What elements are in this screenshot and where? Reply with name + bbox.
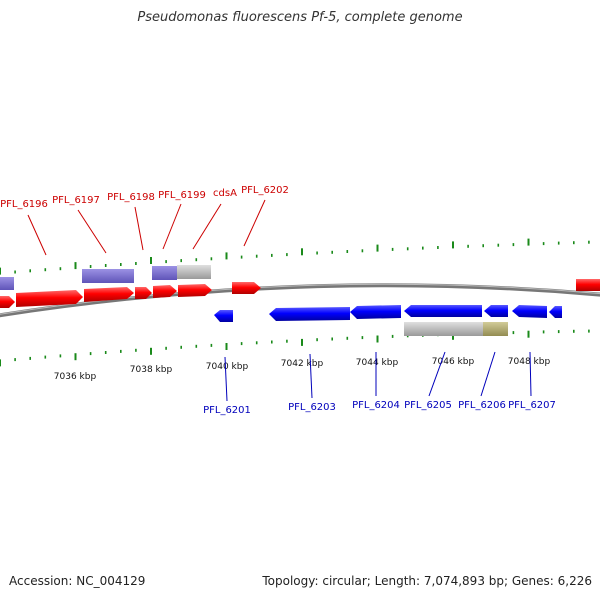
gene-label-reverse[interactable]: PFL_6203 — [288, 402, 336, 413]
gene-arrow-forward[interactable] — [16, 290, 83, 307]
scale-label: 7038 kbp — [130, 365, 173, 375]
cds-feature-box[interactable] — [0, 277, 14, 290]
olive-feature-box[interactable] — [483, 322, 508, 336]
forward-strand-genes — [0, 279, 600, 308]
gene-arrow-forward[interactable] — [135, 287, 152, 299]
gene-label-forward[interactable]: PFL_6196 — [0, 199, 48, 210]
scale-label: 7042 kbp — [281, 359, 324, 369]
reverse-strand-genes — [214, 305, 562, 322]
scale-label: 7036 kbp — [54, 372, 97, 382]
forward-gene-labels: PFL_6196 PFL_6197 PFL_6198 PFL_6199 cdsA… — [0, 185, 289, 256]
gene-arrow-forward[interactable] — [84, 287, 134, 302]
genome-summary-text: Topology: circular; Length: 7,074,893 bp… — [262, 574, 592, 588]
tick-row-upper — [0, 238, 590, 275]
feature-track-lower — [404, 322, 508, 336]
gene-arrow-forward[interactable] — [153, 285, 177, 298]
gene-arrow-forward[interactable] — [576, 279, 600, 291]
gene-arrow-reverse[interactable] — [404, 305, 482, 317]
gene-arrow-forward[interactable] — [178, 284, 212, 297]
gene-label-reverse[interactable]: PFL_6201 — [203, 405, 251, 416]
gene-arrow-forward[interactable] — [232, 282, 261, 294]
gene-label-forward[interactable]: PFL_6198 — [107, 192, 155, 203]
cds-feature-box[interactable] — [152, 266, 177, 280]
scale-label: 7044 kbp — [356, 358, 399, 368]
scale-label: 7048 kbp — [508, 357, 551, 367]
gene-arrow-reverse[interactable] — [484, 305, 508, 317]
gene-label-forward[interactable]: PFL_6197 — [52, 195, 100, 206]
gene-label-reverse[interactable]: PFL_6207 — [508, 400, 556, 411]
gene-label-reverse[interactable]: PFL_6206 — [458, 400, 506, 411]
scale-labels: 7036 kbp 7038 kbp 7040 kbp 7042 kbp 7044… — [54, 357, 551, 382]
feature-track-upper — [0, 265, 211, 290]
gene-label-forward[interactable]: PFL_6199 — [158, 190, 206, 201]
gene-label-forward[interactable]: cdsA — [213, 188, 237, 199]
gene-label-forward[interactable]: PFL_6202 — [241, 185, 289, 196]
reverse-gene-labels: PFL_6201 PFL_6203 PFL_6204 PFL_6205 PFL_… — [203, 351, 556, 416]
scale-label: 7040 kbp — [206, 362, 249, 372]
gene-label-reverse[interactable]: PFL_6204 — [352, 400, 400, 411]
gene-arrow-reverse[interactable] — [512, 305, 547, 318]
rna-feature-box[interactable] — [404, 322, 483, 336]
cds-feature-box[interactable] — [82, 269, 134, 283]
gene-arrow-reverse[interactable] — [214, 310, 233, 322]
gene-arrow-reverse[interactable] — [350, 305, 401, 319]
map-title: Pseudomonas fluorescens Pf-5, complete g… — [137, 10, 463, 25]
rna-feature-box[interactable] — [177, 265, 211, 279]
genome-backbone — [0, 283, 600, 318]
gene-arrow-forward[interactable] — [0, 296, 15, 308]
scale-label: 7046 kbp — [432, 357, 475, 367]
gene-arrow-reverse[interactable] — [269, 307, 350, 321]
gene-label-reverse[interactable]: PFL_6205 — [404, 400, 452, 411]
gene-arrow-reverse[interactable] — [549, 306, 562, 318]
accession-text: Accession: NC_004129 — [9, 574, 146, 588]
